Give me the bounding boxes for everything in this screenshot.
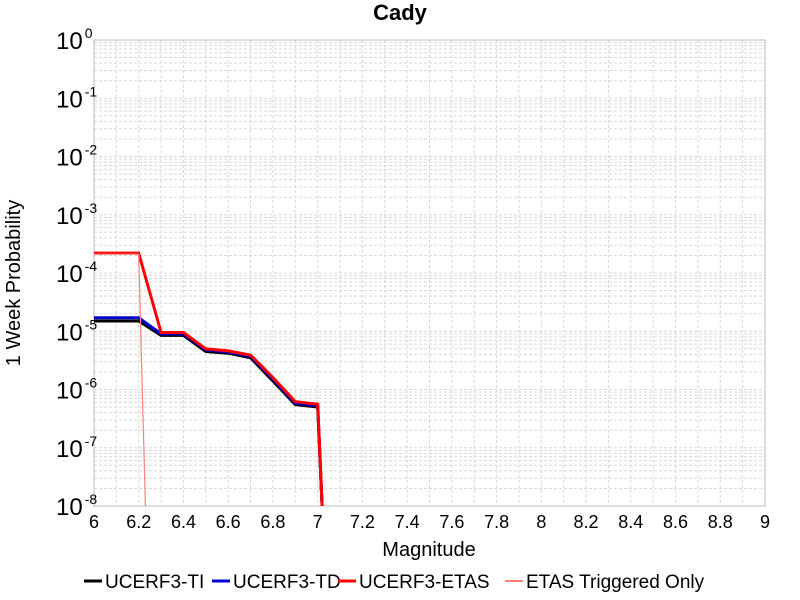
- x-tick-label: 6.4: [171, 512, 196, 532]
- series-group: [94, 251, 324, 506]
- x-axis-ticks: 6 6.2 6.4 6.6 6.8 7 7.2 7.4 7.6 7.8 8 8.2 8.4 8.6 8.8 9: [89, 512, 770, 532]
- x-axis-label: Magnitude: [382, 539, 475, 561]
- y-tick-label: 10 0: [56, 25, 93, 55]
- legend: UCERF3-TI UCERF3-TD UCERF3-ETAS ETAS Trigge…: [84, 572, 705, 593]
- chart-title: Cady: [373, 0, 428, 25]
- x-tick-label: 8.4: [618, 512, 643, 532]
- y-tick-label: 10 -7: [56, 433, 97, 463]
- x-tick-label: 6.6: [216, 512, 241, 532]
- y-tick-label: 10 -4: [56, 258, 97, 288]
- plot-area: [93, 39, 766, 507]
- x-tick-label: 7.4: [395, 512, 420, 532]
- series-line: [94, 253, 146, 506]
- y-tick-label: 10 -3: [56, 200, 97, 230]
- x-tick-label: 6.2: [126, 512, 151, 532]
- x-tick-label: 6.8: [260, 512, 285, 532]
- legend-label: ETAS Triggered Only: [526, 572, 705, 593]
- legend-label: UCERF3-TI: [105, 572, 204, 593]
- series-line: [94, 251, 324, 506]
- x-tick-label: 8.8: [708, 512, 733, 532]
- x-tick-label: 7.6: [439, 512, 464, 532]
- y-tick-label: 10 -6: [56, 375, 97, 405]
- y-tick-label: 10 -8: [56, 491, 97, 521]
- x-tick-label: 7.8: [484, 512, 509, 532]
- legend-label: UCERF3-TD: [233, 572, 341, 593]
- y-tick-label: 10 -5: [56, 316, 97, 346]
- legend-label: UCERF3-ETAS: [359, 572, 490, 593]
- y-axis-label: 1 Week Probability: [3, 200, 25, 366]
- x-tick-label: 8: [536, 512, 546, 532]
- y-tick-label: 10 -1: [56, 83, 97, 113]
- x-tick-label: 7.2: [350, 512, 375, 532]
- x-tick-label: 8.2: [574, 512, 599, 532]
- x-tick-label: 6: [89, 512, 99, 532]
- grid: [93, 40, 766, 507]
- x-tick-label: 9: [760, 512, 770, 532]
- x-tick-label: 7: [313, 512, 323, 532]
- series-line: [94, 316, 324, 506]
- y-tick-label: 10 -2: [56, 142, 97, 172]
- x-tick-label: 8.6: [663, 512, 688, 532]
